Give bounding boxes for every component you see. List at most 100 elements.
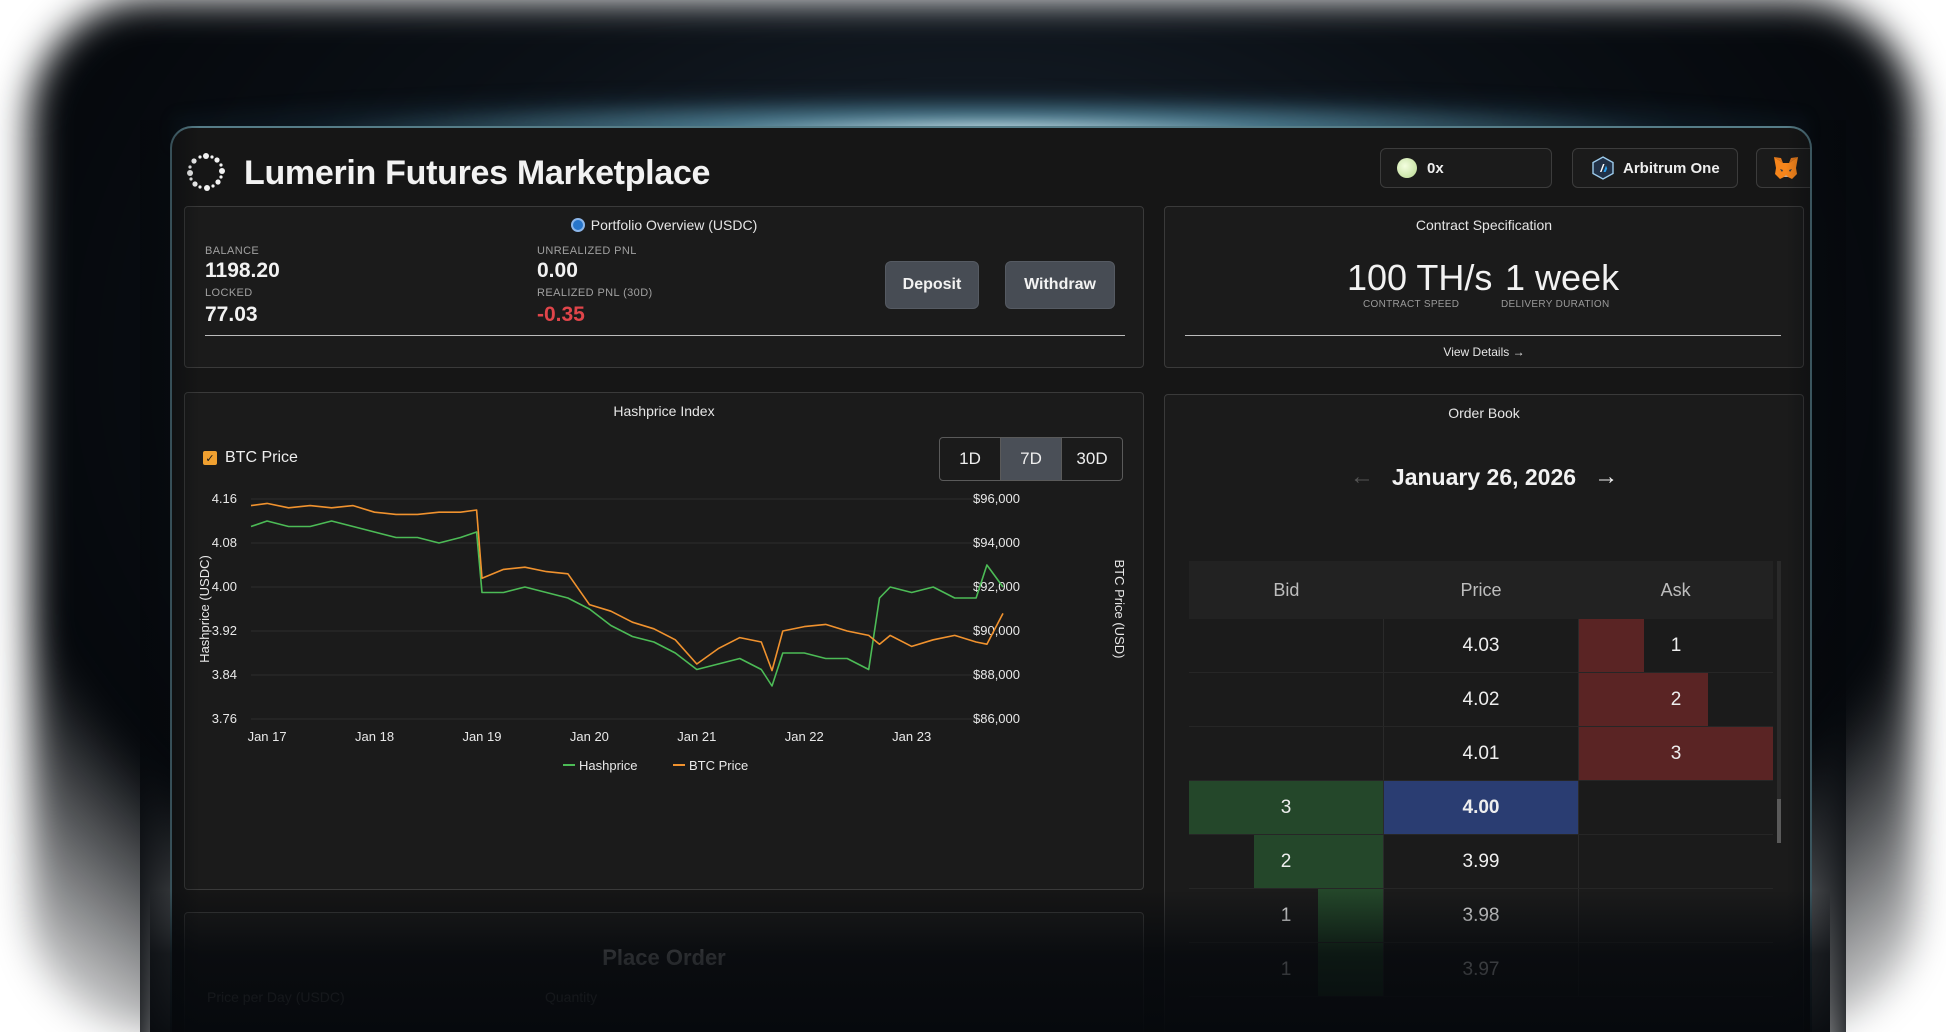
bid-depth-bar — [1189, 781, 1383, 834]
bid-cell[interactable] — [1189, 673, 1383, 726]
range-1d-button[interactable]: 1D — [940, 438, 1001, 480]
delivery-duration-label: DELIVERY DURATION — [1501, 299, 1610, 310]
bid-quantity: 2 — [1280, 850, 1292, 872]
ask-quantity: 2 — [1670, 688, 1682, 710]
usdc-icon — [570, 218, 585, 232]
ask-quantity: 1 — [1670, 634, 1682, 656]
next-date-arrow-icon[interactable]: → — [1594, 463, 1619, 490]
btc-price-series-line — [250, 502, 1004, 672]
ask-cell[interactable]: 1 — [1579, 619, 1773, 672]
price-value: 3.98 — [1462, 904, 1500, 926]
hashprice-chart: 4.16 4.08 4.00 3.92 3.84 3.76 $96,000 $94,000 $9… — [197, 491, 1127, 773]
realized-pnl-label: REALIZED PNL (30D) — [537, 287, 653, 299]
order-book-row[interactable]: 1 3.97 — [1189, 943, 1773, 997]
legend-btc-label: BTC Price — [689, 758, 748, 773]
price-cell[interactable]: 3.98 — [1383, 889, 1579, 942]
prev-date-arrow-icon[interactable]: ← — [1349, 463, 1374, 490]
order-book-scrollbar-thumb[interactable] — [1777, 799, 1781, 843]
bid-quantity: 1 — [1280, 904, 1292, 926]
wallet-avatar-icon — [1397, 158, 1417, 178]
contract-speed-label: CONTRACT SPEED — [1363, 299, 1460, 310]
ask-quantity: 3 — [1670, 742, 1682, 764]
price-cell[interactable]: 3.99 — [1383, 835, 1579, 888]
price-cell[interactable]: 4.03 — [1383, 619, 1579, 672]
btc-price-checkbox[interactable]: ✓ — [203, 451, 217, 465]
order-book-title: Order Book — [1448, 405, 1520, 421]
ask-cell[interactable]: 3 — [1579, 727, 1773, 780]
deposit-button[interactable]: Deposit — [885, 261, 979, 309]
view-details-link[interactable]: View Details → — [1443, 345, 1525, 359]
bid-column-header: Bid — [1273, 579, 1300, 600]
bid-cell[interactable] — [1189, 727, 1383, 780]
y-left-tick-label: 3.76 — [212, 711, 237, 726]
ask-cell[interactable] — [1579, 781, 1773, 834]
portfolio-title: Portfolio Overview (USDC) — [185, 217, 1143, 233]
price-cell[interactable]: 4.01 — [1383, 727, 1579, 780]
range-30d-button[interactable]: 30D — [1076, 449, 1108, 468]
network-label: Arbitrum One — [1623, 159, 1720, 177]
y-right-axis-title: BTC Price (USD) — [1112, 560, 1127, 659]
unrealized-pnl-value: 0.00 — [537, 259, 578, 282]
ask-cell[interactable]: 2 — [1579, 673, 1773, 726]
ask-cell[interactable] — [1579, 943, 1773, 996]
bid-cell[interactable]: 1 — [1189, 889, 1383, 942]
price-value: 4.01 — [1462, 742, 1500, 764]
ask-depth-bar — [1579, 673, 1709, 726]
realized-pnl-value: -0.35 — [537, 303, 585, 326]
y-right-tick-label: $86,000 — [973, 711, 1020, 726]
price-cell[interactable]: 3.97 — [1383, 943, 1579, 996]
y-left-tick-label: 4.08 — [212, 535, 237, 550]
locked-label: LOCKED — [205, 287, 253, 299]
header: Lumerin Futures Marketplace 0x Arbitrum … — [186, 148, 1810, 196]
price-value: 3.97 — [1462, 958, 1500, 980]
order-book-row[interactable]: 3 4.00 — [1189, 781, 1773, 835]
current-price-cell[interactable]: 4.00 — [1383, 781, 1579, 834]
legend-hashprice-label: Hashprice — [579, 758, 638, 773]
withdraw-button[interactable]: Withdraw — [1005, 261, 1115, 309]
bid-quantity: 1 — [1280, 958, 1292, 980]
order-book-row[interactable]: 4.02 2 — [1189, 673, 1773, 727]
price-value: 4.03 — [1462, 634, 1500, 656]
price-value: 3.99 — [1462, 850, 1500, 872]
lumerin-logo-icon — [187, 153, 225, 191]
order-book-row[interactable]: 1 3.98 — [1189, 889, 1773, 943]
bid-depth-bar — [1253, 835, 1383, 888]
wallet-button[interactable]: 0x — [1380, 148, 1552, 188]
ask-cell[interactable] — [1579, 889, 1773, 942]
bid-cell[interactable]: 3 — [1189, 781, 1383, 834]
hashprice-index-panel: Hashprice Index ✓ BTC Price 1D 7D 30D 4.… — [184, 392, 1144, 890]
contract-specification-panel: Contract Specification 100 TH/s CONTRACT… — [1164, 206, 1804, 368]
order-book-row[interactable]: 2 3.99 — [1189, 835, 1773, 889]
quantity-label: Quantity — [545, 989, 598, 1005]
order-book-row[interactable]: 4.03 1 — [1189, 619, 1773, 673]
range-7d-button[interactable]: 7D — [1001, 438, 1062, 480]
price-value: 4.02 — [1462, 688, 1500, 710]
bid-cell[interactable] — [1189, 619, 1383, 672]
price-cell[interactable]: 4.02 — [1383, 673, 1579, 726]
bid-depth-bar — [1318, 943, 1383, 996]
contract-spec-title: Contract Specification — [1415, 217, 1553, 233]
order-book-scrollbar[interactable] — [1777, 561, 1781, 843]
btc-price-toggle[interactable]: ✓ BTC Price — [203, 449, 298, 467]
delivery-duration-value: 1 week — [1505, 257, 1620, 298]
network-button[interactable]: Arbitrum One — [1572, 148, 1738, 188]
order-book-row[interactable]: 4.01 3 — [1189, 727, 1773, 781]
order-book-date-nav: ← January 26, 2026 → — [1165, 463, 1803, 491]
ask-cell[interactable] — [1579, 835, 1773, 888]
x-tick-label: Jan 21 — [677, 729, 716, 744]
bid-quantity: 3 — [1280, 796, 1292, 818]
y-left-axis-title: Hashprice (USDC) — [197, 555, 212, 663]
arbitrum-icon — [1592, 156, 1614, 180]
hashprice-title: Hashprice Index — [613, 403, 715, 419]
y-left-tick-label: 3.84 — [212, 667, 237, 682]
app-window: Lumerin Futures Marketplace 0x Arbitrum … — [170, 126, 1812, 1032]
price-per-day-label: Price per Day (USDC) — [207, 989, 345, 1005]
x-tick-label: Jan 19 — [462, 729, 501, 744]
wallet-address: 0x — [1427, 159, 1444, 177]
x-tick-label: Jan 17 — [248, 729, 287, 744]
bid-cell[interactable]: 1 — [1189, 943, 1383, 996]
order-book-table: Bid Price Ask 4.03 1 4.02 2 4.01 3 3 4.00 2 3.99 1… — [1189, 561, 1773, 997]
metamask-button[interactable] — [1756, 148, 1810, 188]
balance-value: 1198.20 — [205, 259, 280, 282]
bid-cell[interactable]: 2 — [1189, 835, 1383, 888]
